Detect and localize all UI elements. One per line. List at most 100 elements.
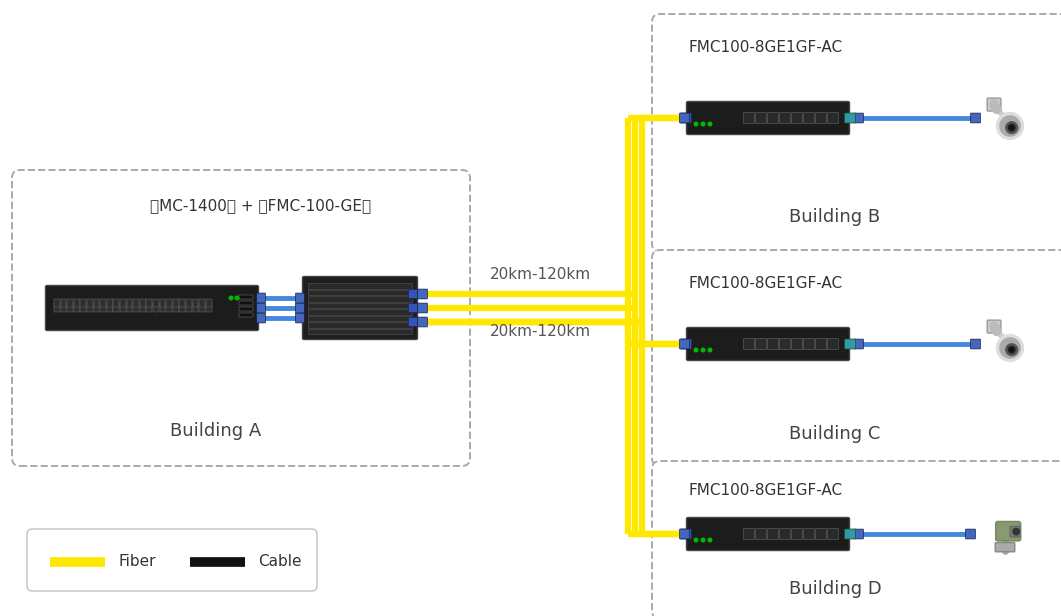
Circle shape bbox=[694, 122, 698, 126]
FancyBboxPatch shape bbox=[257, 313, 265, 323]
FancyBboxPatch shape bbox=[146, 299, 152, 307]
FancyBboxPatch shape bbox=[408, 317, 417, 326]
FancyBboxPatch shape bbox=[153, 299, 159, 307]
FancyBboxPatch shape bbox=[67, 299, 73, 307]
FancyBboxPatch shape bbox=[239, 313, 253, 317]
FancyBboxPatch shape bbox=[680, 339, 692, 349]
FancyBboxPatch shape bbox=[803, 529, 815, 540]
FancyBboxPatch shape bbox=[418, 303, 428, 313]
FancyBboxPatch shape bbox=[995, 543, 1014, 552]
Circle shape bbox=[701, 348, 705, 352]
FancyBboxPatch shape bbox=[107, 299, 112, 307]
FancyBboxPatch shape bbox=[186, 303, 192, 312]
FancyBboxPatch shape bbox=[780, 339, 790, 349]
FancyBboxPatch shape bbox=[418, 317, 428, 327]
FancyBboxPatch shape bbox=[845, 113, 855, 123]
FancyBboxPatch shape bbox=[107, 303, 112, 312]
FancyBboxPatch shape bbox=[308, 283, 412, 288]
FancyBboxPatch shape bbox=[767, 113, 779, 123]
FancyBboxPatch shape bbox=[167, 303, 172, 312]
Text: Building C: Building C bbox=[789, 425, 881, 443]
FancyBboxPatch shape bbox=[744, 339, 754, 349]
FancyBboxPatch shape bbox=[74, 299, 80, 307]
FancyBboxPatch shape bbox=[173, 303, 178, 312]
FancyBboxPatch shape bbox=[146, 303, 152, 312]
Circle shape bbox=[694, 348, 698, 352]
FancyBboxPatch shape bbox=[854, 339, 864, 349]
FancyBboxPatch shape bbox=[308, 302, 412, 308]
FancyBboxPatch shape bbox=[27, 529, 317, 591]
FancyBboxPatch shape bbox=[408, 304, 417, 312]
FancyBboxPatch shape bbox=[153, 303, 159, 312]
FancyBboxPatch shape bbox=[987, 98, 1001, 111]
FancyBboxPatch shape bbox=[46, 285, 259, 331]
FancyBboxPatch shape bbox=[239, 307, 253, 311]
Circle shape bbox=[1013, 529, 1020, 535]
FancyBboxPatch shape bbox=[971, 339, 980, 349]
FancyBboxPatch shape bbox=[653, 461, 1061, 616]
FancyBboxPatch shape bbox=[134, 303, 139, 312]
FancyBboxPatch shape bbox=[140, 299, 145, 307]
FancyBboxPatch shape bbox=[755, 529, 766, 540]
FancyBboxPatch shape bbox=[308, 329, 412, 334]
FancyBboxPatch shape bbox=[193, 303, 198, 312]
FancyBboxPatch shape bbox=[54, 299, 59, 307]
FancyBboxPatch shape bbox=[828, 529, 838, 540]
Circle shape bbox=[1010, 126, 1013, 129]
FancyBboxPatch shape bbox=[126, 303, 133, 312]
Text: Cable: Cable bbox=[258, 554, 301, 570]
Text: 20km-120km: 20km-120km bbox=[489, 323, 591, 339]
FancyBboxPatch shape bbox=[120, 303, 126, 312]
FancyBboxPatch shape bbox=[744, 529, 754, 540]
FancyBboxPatch shape bbox=[60, 303, 67, 312]
Circle shape bbox=[1008, 124, 1015, 131]
FancyBboxPatch shape bbox=[680, 529, 690, 539]
FancyBboxPatch shape bbox=[126, 299, 133, 307]
FancyBboxPatch shape bbox=[767, 529, 779, 540]
Text: Fiber: Fiber bbox=[118, 554, 156, 570]
FancyBboxPatch shape bbox=[12, 170, 470, 466]
FancyBboxPatch shape bbox=[93, 303, 100, 312]
FancyBboxPatch shape bbox=[296, 313, 305, 323]
Circle shape bbox=[999, 116, 1020, 136]
FancyBboxPatch shape bbox=[680, 113, 690, 123]
FancyBboxPatch shape bbox=[854, 113, 864, 123]
FancyBboxPatch shape bbox=[686, 517, 850, 551]
FancyBboxPatch shape bbox=[966, 529, 975, 539]
FancyBboxPatch shape bbox=[134, 299, 139, 307]
Circle shape bbox=[1008, 346, 1015, 353]
Circle shape bbox=[229, 296, 232, 300]
FancyBboxPatch shape bbox=[680, 529, 692, 539]
FancyBboxPatch shape bbox=[193, 299, 198, 307]
FancyBboxPatch shape bbox=[803, 113, 815, 123]
FancyBboxPatch shape bbox=[114, 299, 119, 307]
FancyBboxPatch shape bbox=[653, 250, 1061, 466]
FancyBboxPatch shape bbox=[418, 289, 428, 299]
FancyBboxPatch shape bbox=[296, 293, 305, 303]
FancyBboxPatch shape bbox=[1010, 526, 1020, 537]
FancyBboxPatch shape bbox=[167, 299, 172, 307]
Text: FMC100-8GE1GF-AC: FMC100-8GE1GF-AC bbox=[688, 40, 842, 55]
FancyBboxPatch shape bbox=[257, 293, 265, 303]
FancyBboxPatch shape bbox=[74, 303, 80, 312]
FancyBboxPatch shape bbox=[816, 529, 827, 540]
FancyBboxPatch shape bbox=[308, 290, 412, 295]
FancyBboxPatch shape bbox=[159, 299, 166, 307]
Circle shape bbox=[999, 338, 1020, 358]
FancyBboxPatch shape bbox=[845, 339, 855, 349]
FancyBboxPatch shape bbox=[680, 339, 690, 349]
Circle shape bbox=[1010, 348, 1013, 351]
Circle shape bbox=[701, 538, 705, 542]
Circle shape bbox=[996, 334, 1024, 362]
FancyBboxPatch shape bbox=[114, 303, 119, 312]
FancyBboxPatch shape bbox=[173, 299, 178, 307]
FancyBboxPatch shape bbox=[87, 303, 92, 312]
FancyBboxPatch shape bbox=[87, 299, 92, 307]
FancyBboxPatch shape bbox=[308, 309, 412, 315]
Text: Building B: Building B bbox=[789, 208, 881, 226]
FancyBboxPatch shape bbox=[845, 529, 855, 539]
FancyBboxPatch shape bbox=[828, 339, 838, 349]
Circle shape bbox=[708, 538, 712, 542]
FancyBboxPatch shape bbox=[996, 522, 1021, 541]
FancyBboxPatch shape bbox=[792, 113, 802, 123]
